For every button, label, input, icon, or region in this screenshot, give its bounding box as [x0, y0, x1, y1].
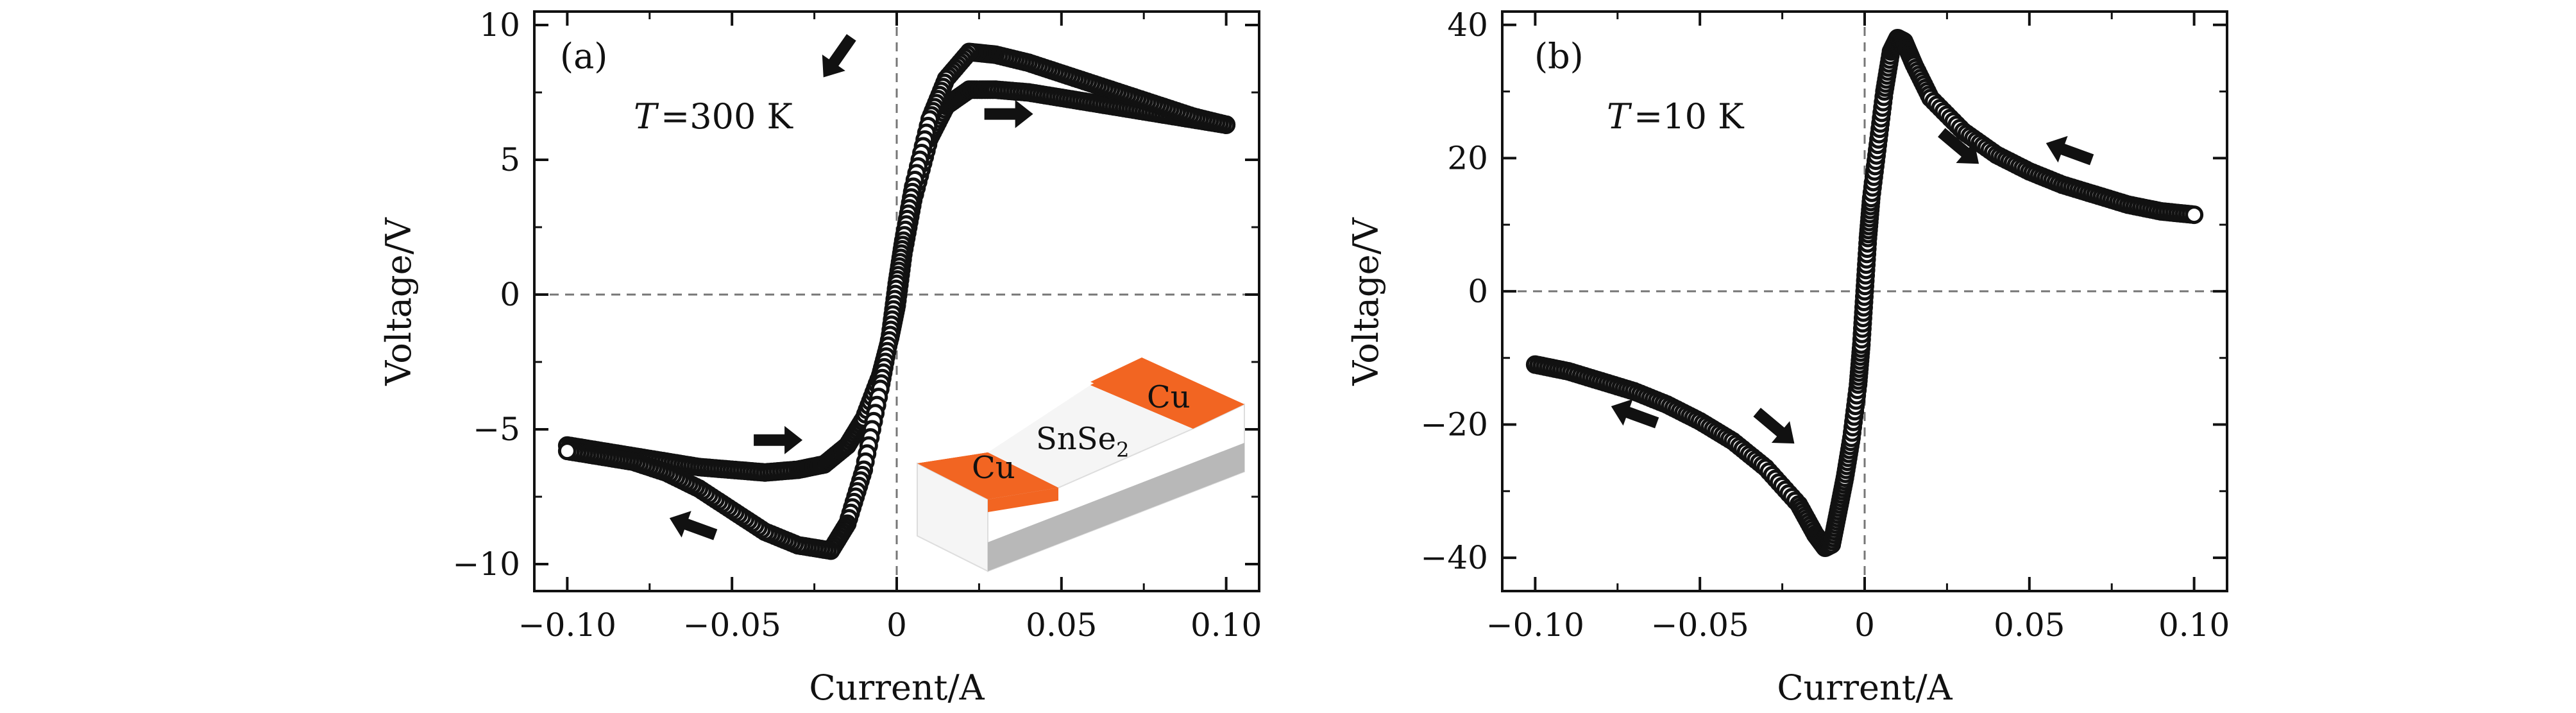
x-tick-label: 0.10: [2158, 606, 2230, 644]
direction-arrow: [984, 99, 1033, 128]
cu-pad-right: [1090, 359, 1244, 429]
y-tick-label: 10: [479, 6, 520, 44]
cu-pad-left: [917, 452, 1058, 499]
y-tick-label: −10: [452, 545, 520, 583]
arrow-shape: [822, 34, 856, 78]
y-tick-label: −20: [1420, 406, 1488, 443]
temperature-symbol-a: T: [634, 96, 659, 137]
y-axis-label-b: Voltage/V: [1346, 217, 1386, 386]
x-axis-label-b: Current/A: [1777, 667, 1953, 708]
y-tick-label: 5: [500, 141, 520, 178]
arrow-shape: [1753, 408, 1795, 444]
direction-arrow: [669, 511, 718, 540]
x-tick-label: −0.10: [518, 606, 616, 644]
substrate-edge: [988, 443, 1244, 571]
y-tick-label: −5: [473, 411, 520, 448]
cu-pad-left-edge: [988, 488, 1058, 512]
x-axis-label-a: Current/A: [809, 667, 985, 708]
x-tick-label: 0.05: [1026, 606, 1097, 644]
x-tick-label: 0: [1854, 606, 1875, 644]
y-tick-label: 0: [1468, 273, 1488, 310]
arrow-shape: [1611, 399, 1659, 429]
snse2-flake: [988, 385, 1193, 488]
direction-arrow: [822, 34, 856, 78]
arrows-a: [669, 34, 1033, 540]
ticks-a: −0.10 −0.05 0 0.05 0.10 −10 −5 0 5 10: [452, 6, 1262, 644]
panel-b: −0.10 −0.05 0 0.05 0.10 −40 −20 0 20 40 (b) T =10 …: [1346, 6, 2230, 708]
x-tick-label: −0.05: [683, 606, 781, 644]
y-tick-label: 20: [1447, 139, 1488, 176]
arrows-b: [1611, 128, 2094, 444]
device-inset: Cu Cu SnSe2: [917, 357, 1245, 572]
ticks-b: −0.10 −0.05 0 0.05 0.10 −40 −20 0 20 40: [1420, 6, 2230, 644]
panel-a: −0.10 −0.05 0 0.05 0.10 −10 −5 0 5 10 (a) T =300 K…: [378, 6, 1262, 708]
y-tick-label: −40: [1420, 539, 1488, 576]
temperature-label-a: T =300 K: [634, 96, 794, 137]
arrow-shape: [984, 99, 1033, 128]
y-tick-label: 0: [500, 276, 520, 313]
y-tick-label: 40: [1447, 6, 1488, 44]
direction-arrow: [754, 425, 803, 454]
direction-arrow: [2046, 135, 2094, 166]
snse2-label-subscript: 2: [1116, 438, 1129, 462]
arrow-shape: [754, 425, 803, 454]
x-tick-label: 0: [886, 606, 907, 644]
snse2-label: SnSe2: [1036, 421, 1129, 462]
cu-label-left: Cu: [972, 450, 1015, 486]
arrow-shape: [669, 511, 718, 540]
direction-arrow: [1938, 128, 1979, 164]
x-tick-label: −0.05: [1651, 606, 1749, 644]
snse2-label-main: SnSe: [1036, 421, 1116, 457]
x-tick-label: 0.05: [1994, 606, 2065, 644]
data-point: [557, 442, 577, 461]
direction-arrow: [1753, 408, 1795, 444]
x-tick-label: −0.10: [1486, 606, 1584, 644]
cu-label-right: Cu: [1147, 379, 1191, 415]
data-points-a: [557, 42, 1236, 560]
direction-arrow: [1611, 399, 1659, 429]
temperature-label-b: T =10 K: [1607, 96, 1745, 137]
arrow-shape: [1938, 128, 1979, 164]
data-point: [2185, 205, 2204, 225]
panel-label-a: (a): [560, 36, 607, 76]
data-points-b: [1525, 29, 2204, 558]
arrow-shape: [2046, 135, 2094, 166]
y-axis-label-a: Voltage/V: [378, 217, 419, 386]
x-tick-label: 0.10: [1191, 606, 1262, 644]
temperature-symbol-b: T: [1607, 96, 1632, 137]
panel-label-b: (b): [1534, 36, 1584, 76]
